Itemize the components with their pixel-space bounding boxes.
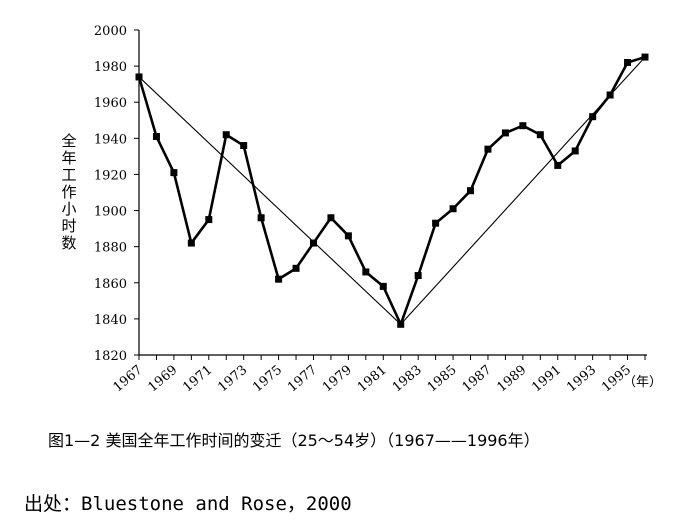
y-axis-label-char: 全 (61, 132, 76, 150)
data-point (344, 232, 352, 240)
x-tick-label: 1983 (390, 363, 425, 396)
data-point (467, 187, 475, 195)
data-point (275, 275, 283, 283)
data-point (484, 145, 492, 153)
series-line-actual (137, 55, 646, 326)
data-point (589, 113, 597, 121)
x-tick-label: 1979 (320, 363, 355, 396)
x-tick-label: 1981 (355, 363, 390, 396)
data-point (152, 133, 160, 141)
data-point (571, 147, 579, 155)
data-point (205, 216, 213, 224)
series-line-trend (138, 56, 646, 325)
x-tick-label: 1975 (250, 363, 285, 396)
x-unit-label: （年） (623, 375, 662, 390)
x-tick-label: 1991 (529, 363, 564, 396)
data-point (309, 239, 317, 247)
x-tick-label: 1987 (460, 363, 495, 396)
figure-caption: 图1—2 美国全年工作时间的变迁（25～54岁）（1967——1996年） (48, 431, 540, 450)
data-point (449, 205, 457, 213)
y-axis-label-char: 时 (61, 217, 76, 235)
x-tick-label: 1993 (564, 363, 599, 396)
data-point (170, 169, 178, 177)
x-tick-label: 1971 (180, 363, 215, 396)
x-tick-label: 1973 (215, 363, 250, 396)
data-point (362, 268, 370, 276)
x-tick-label: 1977 (285, 363, 320, 396)
data-point (257, 214, 265, 222)
data-point (327, 214, 335, 222)
y-axis-label-char: 数 (61, 234, 76, 252)
x-tick-label: 1985 (425, 363, 460, 396)
y-tick-label: 2000 (94, 24, 127, 39)
data-point (536, 131, 544, 139)
y-tick-label: 1900 (94, 205, 127, 220)
y-axis-label-char: 小 (61, 200, 76, 218)
y-tick-label: 1980 (94, 60, 127, 75)
chart: 1820 1840 1860 1880 1900 1920 1940 1960 1980 2000… (61, 24, 662, 396)
source-note: 出处：Bluestone and Rose，2000 (24, 493, 352, 515)
x-tick-label: 1967 (111, 363, 146, 396)
y-axis-label-char: 工 (61, 166, 76, 184)
data-point (222, 131, 230, 139)
y-tick-label: 1940 (94, 132, 127, 147)
y-tick-label: 1920 (94, 168, 127, 183)
y-axis-label-char: 作 (61, 183, 76, 201)
data-point (292, 264, 300, 272)
data-point (379, 282, 387, 290)
data-point (187, 239, 195, 247)
x-tick-label: 1989 (494, 363, 529, 396)
y-tick-label: 1820 (94, 349, 127, 364)
x-tick-label: 1969 (145, 363, 180, 396)
y-tick-label: 1880 (94, 241, 127, 256)
data-point (554, 161, 562, 169)
y-tick-label: 1840 (94, 313, 127, 328)
y-tick-label: 1960 (94, 96, 127, 111)
data-point (414, 272, 422, 280)
data-point (240, 142, 248, 150)
data-point (624, 59, 632, 66)
y-axis-label-char: 年 (61, 149, 76, 167)
y-tick-label: 1860 (94, 277, 127, 292)
data-point (501, 129, 509, 137)
data-point (432, 219, 440, 227)
data-point (519, 122, 527, 130)
